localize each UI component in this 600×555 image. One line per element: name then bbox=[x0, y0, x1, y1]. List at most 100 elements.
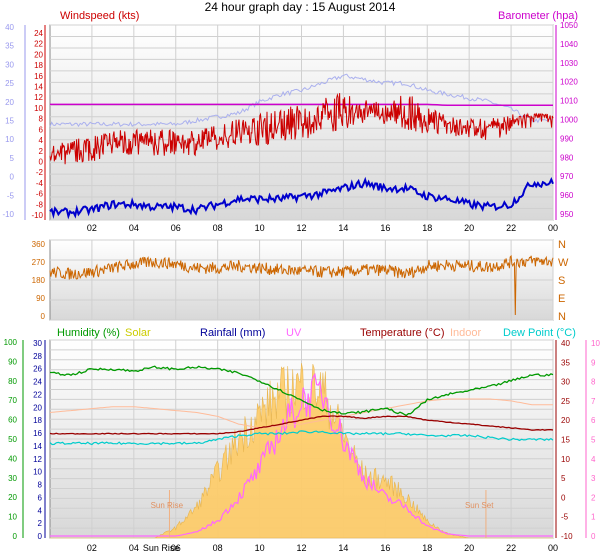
dewpoint-line bbox=[49, 430, 554, 446]
x-tick-label: 00 bbox=[548, 543, 558, 553]
humidity-tick-label: 90 bbox=[8, 357, 17, 366]
page-title: 24 hour graph day : 15 August 2014 bbox=[204, 0, 396, 14]
x-tick-label: 06 bbox=[171, 223, 181, 233]
rain-tick-label: 28 bbox=[33, 352, 42, 361]
outer-tick-label: 20 bbox=[5, 98, 14, 107]
x-tick-label: 06 bbox=[171, 543, 181, 553]
temp-tick-label: 35 bbox=[561, 358, 570, 367]
x-tick-label: 14 bbox=[338, 543, 348, 553]
baro-tick-label: 990 bbox=[560, 134, 574, 143]
temp-tick-label: 40 bbox=[561, 339, 570, 348]
dir-tick-label: 90 bbox=[36, 294, 45, 303]
solar-legend: Solar bbox=[125, 327, 151, 339]
uv-tick-label: 3 bbox=[591, 474, 596, 483]
outer-tick-label: 25 bbox=[5, 79, 14, 88]
baro-tick-label: 1020 bbox=[560, 78, 578, 87]
humidity-line bbox=[50, 365, 554, 417]
baro-legend: Barometer (hpa) bbox=[498, 10, 578, 22]
x-tick-label: 22 bbox=[506, 543, 516, 553]
x-tick-label: 04 bbox=[129, 223, 139, 233]
outer-tick-label: 15 bbox=[5, 117, 14, 126]
outer-tick-label: 5 bbox=[10, 154, 15, 163]
solar-area bbox=[50, 363, 553, 539]
rain-tick-label: 30 bbox=[33, 339, 42, 348]
humidity-tick-label: 80 bbox=[8, 377, 17, 386]
humidity-tick-label: 30 bbox=[8, 474, 17, 483]
dir-tick-label: 0 bbox=[41, 312, 46, 321]
baro-tick-label: 970 bbox=[560, 172, 574, 181]
x-tick-label: 08 bbox=[213, 543, 223, 553]
uv-legend: UV bbox=[286, 327, 302, 339]
outer-tick-label: -5 bbox=[7, 191, 15, 200]
dir-tick-label: 360 bbox=[32, 240, 46, 249]
baro-tick-label: 1010 bbox=[560, 97, 578, 106]
wind-direction-line bbox=[49, 254, 554, 316]
rain-tick-label: 6 bbox=[38, 493, 43, 502]
wind-tick-label: 6 bbox=[39, 125, 44, 134]
baro-tick-label: 1040 bbox=[560, 40, 578, 49]
temp-tick-label: 10 bbox=[561, 455, 570, 464]
dir-tick-label: 270 bbox=[32, 258, 46, 267]
wind-tick-label: 14 bbox=[34, 83, 43, 92]
sunrise-label: Sun Rise bbox=[151, 501, 184, 510]
indoor-legend: Indoor bbox=[450, 327, 482, 339]
baro-tick-label: 1000 bbox=[560, 116, 578, 125]
wind-tick-label: 12 bbox=[34, 93, 43, 102]
indoor-line bbox=[49, 398, 553, 429]
temp-tick-label: 15 bbox=[561, 436, 570, 445]
x-tick-label: 20 bbox=[464, 223, 474, 233]
wind-tick-label: -6 bbox=[36, 190, 44, 199]
uv-tick-label: 8 bbox=[591, 378, 596, 387]
uv-tick-label: 5 bbox=[591, 436, 596, 445]
sunset-label: Sun Set bbox=[465, 501, 494, 510]
baro-tick-label: 980 bbox=[560, 153, 574, 162]
rain-tick-label: 24 bbox=[33, 378, 42, 387]
temp-tick-label: 5 bbox=[561, 474, 566, 483]
compass-label: W bbox=[558, 257, 569, 269]
wind-tick-label: 16 bbox=[34, 72, 43, 81]
humidity-tick-label: 100 bbox=[4, 338, 18, 347]
rain-tick-label: 20 bbox=[33, 403, 42, 412]
humidity-tick-label: 0 bbox=[13, 532, 18, 541]
compass-label: N bbox=[558, 239, 566, 251]
temperature-legend: Temperature (°C) bbox=[360, 327, 444, 339]
uv-tick-label: 1 bbox=[591, 513, 596, 522]
rain-tick-label: 14 bbox=[33, 442, 42, 451]
wind-tick-label: 22 bbox=[34, 40, 43, 49]
outer-tick-label: 10 bbox=[5, 135, 14, 144]
wind-tick-label: 10 bbox=[34, 104, 43, 113]
outer-tick-label: -10 bbox=[2, 210, 14, 219]
x-tick-label: 12 bbox=[296, 223, 306, 233]
rain-tick-label: 10 bbox=[33, 468, 42, 477]
wind-tick-label: 0 bbox=[39, 157, 44, 166]
uv-tick-label: 7 bbox=[591, 397, 596, 406]
x-tick-label: 16 bbox=[380, 223, 390, 233]
rain-tick-label: 26 bbox=[33, 365, 42, 374]
dir-tick-label: 180 bbox=[32, 276, 46, 285]
temp-tick-label: 30 bbox=[561, 378, 570, 387]
humidity-legend: Humidity (%) bbox=[57, 327, 120, 339]
wind-tick-label: -10 bbox=[31, 211, 43, 220]
humidity-tick-label: 50 bbox=[8, 435, 17, 444]
wind-tick-label: 2 bbox=[39, 147, 44, 156]
x-tick-label: 12 bbox=[296, 543, 306, 553]
temp-tick-label: 25 bbox=[561, 397, 570, 406]
uv-tick-label: 9 bbox=[591, 358, 596, 367]
x-tick-label: 10 bbox=[255, 543, 265, 553]
series-line bbox=[49, 73, 554, 128]
dewpoint-legend: Dew Point (°C) bbox=[503, 327, 576, 339]
humidity-tick-label: 70 bbox=[8, 396, 17, 405]
uv-line bbox=[50, 372, 553, 537]
x-tick-label: 18 bbox=[422, 223, 432, 233]
wind-tick-label: 20 bbox=[34, 50, 43, 59]
humidity-tick-label: 20 bbox=[8, 493, 17, 502]
sunrise-tick-label: Sun Rise bbox=[143, 543, 180, 553]
rain-tick-label: 18 bbox=[33, 416, 42, 425]
windspeed-line bbox=[49, 92, 554, 165]
temp-tick-label: 0 bbox=[561, 493, 566, 502]
wind-tick-label: 8 bbox=[39, 115, 44, 124]
temp-tick-label: 20 bbox=[561, 416, 570, 425]
compass-label: N bbox=[558, 311, 566, 323]
humidity-tick-label: 40 bbox=[8, 454, 17, 463]
